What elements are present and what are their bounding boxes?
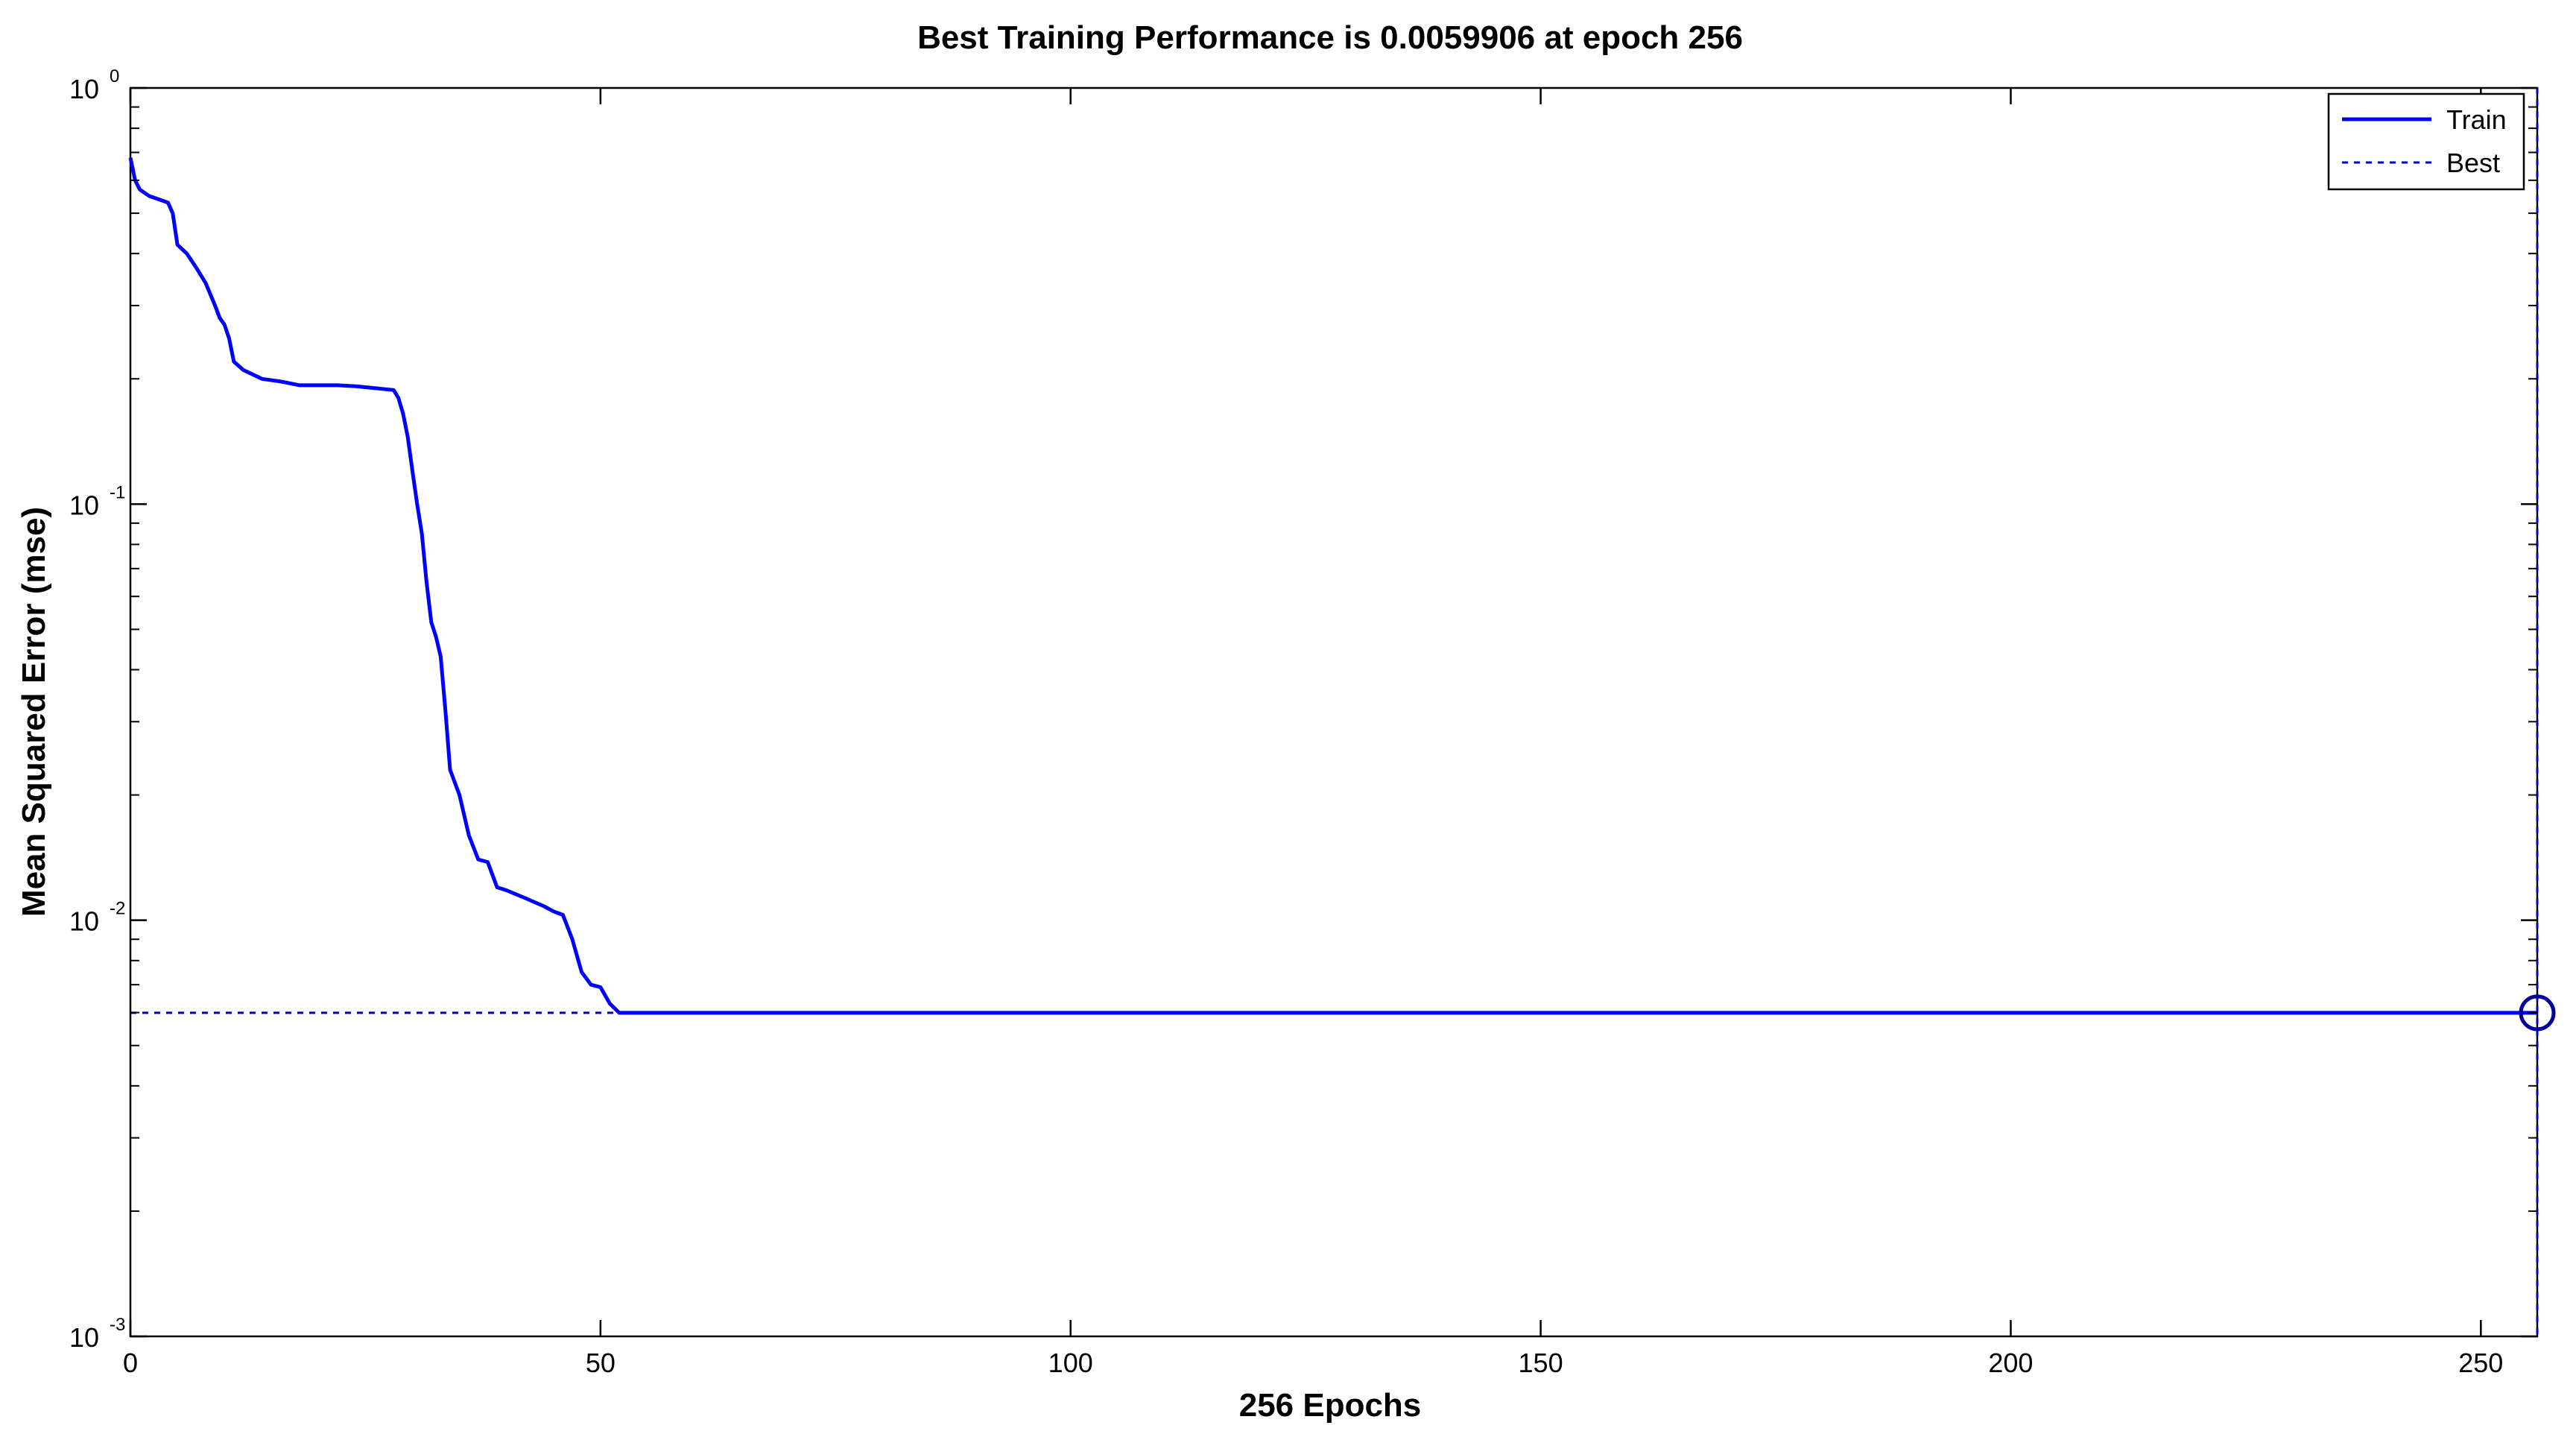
x-tick-label: 100 xyxy=(1048,1348,1093,1378)
y-tick-exponent: -3 xyxy=(110,1315,125,1335)
y-tick-base: 10 xyxy=(69,490,99,520)
legend-best-label: Best xyxy=(2446,148,2500,178)
y-tick-base: 10 xyxy=(69,1322,99,1353)
y-tick-exponent: -1 xyxy=(110,482,125,502)
y-tick-base: 10 xyxy=(69,906,99,937)
train-line xyxy=(128,157,2537,1015)
y-tick-label: 10 -2 xyxy=(69,899,125,937)
legend: Train Best xyxy=(2327,92,2525,191)
x-tick-label: 200 xyxy=(1988,1348,2033,1378)
chart-title: Best Training Performance is 0.0059906 a… xyxy=(917,19,1743,56)
y-tick-exponent: -2 xyxy=(110,899,125,919)
y-tick-label: 10 0 xyxy=(69,66,119,104)
legend-box xyxy=(2327,92,2525,191)
x-tick-label: 50 xyxy=(586,1348,615,1378)
best-point-marker xyxy=(2519,994,2556,1032)
legend-train-label: Train xyxy=(2446,104,2507,135)
series-layer xyxy=(128,88,2556,1336)
y-axis-label: Mean Squared Error (mse) xyxy=(16,507,52,917)
y-tick-label: 10 -1 xyxy=(69,482,125,520)
y-tick-base: 10 xyxy=(69,74,99,104)
plot-frame xyxy=(129,86,2539,1338)
x-axis: 0 50 100 150 200 250 xyxy=(123,88,2503,1378)
x-tick-label: 150 xyxy=(1519,1348,1563,1378)
y-tick-label: 10 -3 xyxy=(69,1315,125,1353)
x-axis-label: 256 Epochs xyxy=(1239,1387,1422,1424)
x-tick-label: 250 xyxy=(2458,1348,2503,1378)
y-axis: 10 0 10 -1 10 -2 10 -3 xyxy=(69,66,2537,1353)
x-tick-label: 0 xyxy=(123,1348,138,1378)
y-tick-exponent: 0 xyxy=(110,66,119,86)
